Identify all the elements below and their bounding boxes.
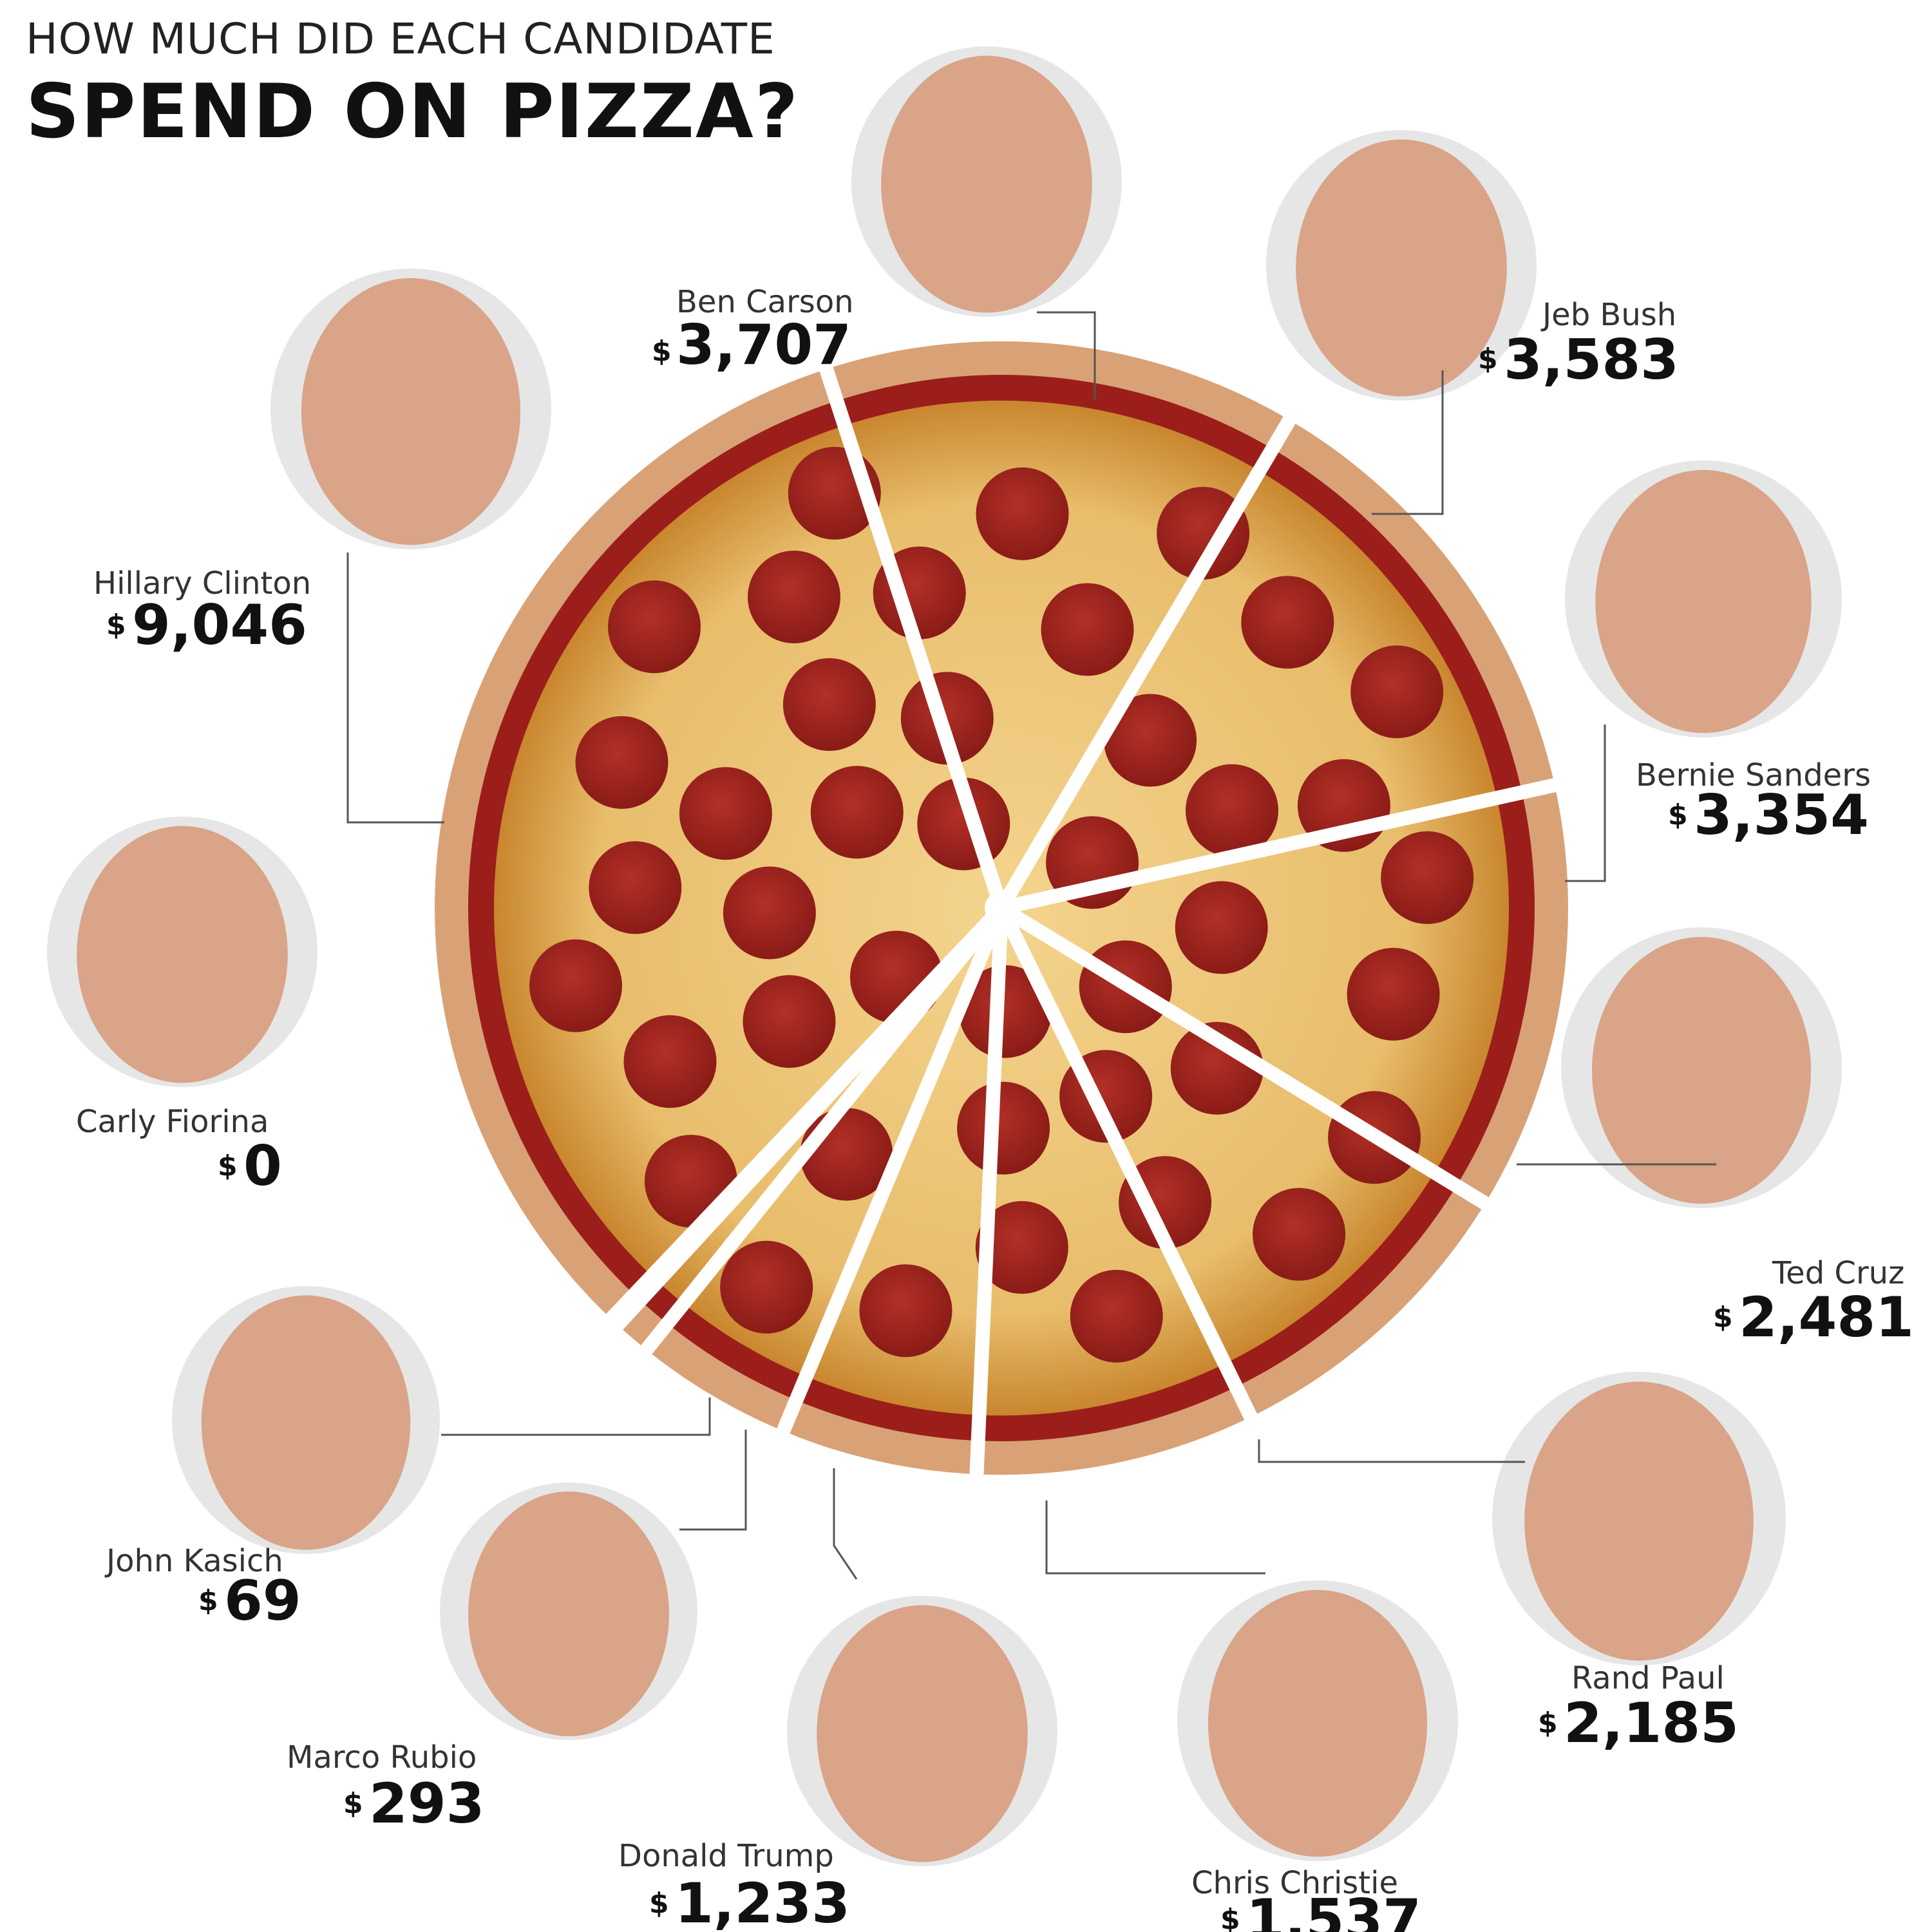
currency-symbol-ben-carson: $ (652, 335, 672, 368)
slice-cut-bernie-sanders (994, 777, 1566, 915)
candidate-name-marco-rubio: Marco Rubio (287, 1739, 477, 1776)
leader-line-rand-paul (1258, 1439, 1525, 1463)
title-block: HOW MUCH DID EACH CANDIDATE SPEND ON PIZ… (26, 18, 799, 149)
candidate-name-chris-christie: Chris Christie (1191, 1865, 1398, 1901)
candidate-name-ted-cruz: Ted Cruz (1772, 1255, 1904, 1291)
candidate-amount-rand-paul: 2,185 (1564, 1691, 1739, 1756)
candidate-name-carly-fiorina: Carly Fiorina (76, 1104, 269, 1140)
slice-cut-hillary-clinton (601, 901, 1009, 1329)
portrait-donald-trump (817, 1605, 1028, 1862)
pizza (435, 341, 1568, 1486)
candidate-amount-donald-trump: 1,233 (675, 1871, 850, 1932)
currency-symbol-carly-fiorina: $ (218, 1150, 238, 1182)
candidate-amount-chris-christie: 1,537 (1246, 1888, 1421, 1932)
candidate-amount-bernie-sanders: 3,354 (1694, 783, 1869, 848)
candidate-amount-jeb-bush: 3,583 (1504, 328, 1679, 392)
pepperoni (900, 672, 994, 765)
pizza-center-gap (985, 891, 1018, 925)
portrait-ted-cruz (1591, 936, 1812, 1204)
pepperoni (1104, 694, 1197, 787)
currency-symbol-rand-paul: $ (1538, 1707, 1558, 1739)
pepperoni (723, 866, 816, 960)
pepperoni (859, 1264, 952, 1358)
pepperoni (529, 939, 622, 1032)
pepperoni (608, 580, 701, 674)
portrait-hillary-clinton (301, 278, 521, 545)
candidate-amount-ben-carson: 3,707 (676, 313, 851, 377)
pepperoni (623, 1015, 717, 1108)
pepperoni (959, 965, 1052, 1058)
pepperoni (1381, 831, 1474, 924)
candidate-amount-john-kasich: 69 (224, 1569, 301, 1633)
candidate-amount-marco-rubio: 293 (369, 1772, 485, 1836)
currency-symbol-marco-rubio: $ (343, 1787, 363, 1820)
portrait-carly-fiorina (77, 826, 288, 1083)
portrait-john-kasich (201, 1295, 411, 1550)
pepperoni (1157, 487, 1250, 580)
leader-line-ben-carson (1037, 311, 1096, 399)
candidate-name-jeb-bush: Jeb Bush (1540, 297, 1676, 333)
leader-line-hillary-clinton (346, 553, 444, 824)
pepperoni (589, 841, 682, 934)
pepperoni (1241, 576, 1334, 669)
candidate-name-hillary-clinton: Hillary Clinton (93, 565, 311, 601)
pepperoni (810, 766, 904, 859)
portrait-rand-paul (1524, 1381, 1754, 1661)
slice-cut-donald-trump (775, 901, 1009, 1442)
currency-symbol-bernie-sanders: $ (1668, 799, 1688, 831)
pepperoni (1186, 764, 1278, 857)
pepperoni (748, 551, 840, 643)
pepperoni (975, 1201, 1068, 1294)
pepperoni (957, 1081, 1050, 1175)
title-line-1: HOW MUCH DID EACH CANDIDATE (26, 14, 775, 64)
portrait-jeb-bush (1296, 139, 1507, 397)
pepperoni (743, 975, 836, 1068)
pepperoni (1347, 947, 1440, 1041)
pepperoni (1070, 1269, 1163, 1363)
pepperoni (976, 467, 1069, 560)
pepperoni (1041, 583, 1134, 676)
candidate-amount-carly-fiorina: 0 (243, 1134, 282, 1198)
pepperoni (575, 716, 668, 809)
pepperoni (1253, 1188, 1346, 1281)
portrait-chris-christie (1208, 1589, 1428, 1857)
candidate-amount-hillary-clinton: 9,046 (132, 593, 307, 658)
candidate-name-donald-trump: Donald Trump (618, 1838, 834, 1874)
candidate-name-bernie-sanders: Bernie Sanders (1636, 757, 1871, 793)
leader-line-jeb-bush (1372, 370, 1444, 515)
candidate-name-john-kasich: John Kasich (104, 1543, 283, 1579)
pepperoni (1350, 645, 1444, 739)
currency-symbol-john-kasich: $ (198, 1584, 218, 1617)
slice-cut-ted-cruz (994, 901, 1496, 1213)
leader-line-marco-rubio (679, 1430, 747, 1531)
candidate-amount-ted-cruz: 2,481 (1739, 1285, 1914, 1350)
currency-symbol-ted-cruz: $ (1713, 1301, 1733, 1334)
currency-symbol-donald-trump: $ (649, 1887, 669, 1920)
pepperoni (1175, 881, 1268, 974)
title-line-2: SPEND ON PIZZA? (26, 68, 800, 155)
slice-cut-jeb-bush (994, 410, 1299, 915)
leader-line-bernie-sanders (1565, 724, 1606, 882)
portrait-bernie-sanders (1595, 469, 1812, 734)
currency-symbol-hillary-clinton: $ (106, 609, 126, 641)
pepperoni (679, 767, 772, 860)
pepperoni (782, 658, 876, 751)
leader-line-john-kasich (441, 1397, 711, 1436)
slice-cut-final (818, 358, 1009, 915)
candidate-name-ben-carson: Ben Carson (676, 284, 854, 320)
leader-line-chris-christie (1045, 1501, 1265, 1575)
portrait-marco-rubio (468, 1492, 669, 1736)
pepperoni (720, 1240, 813, 1334)
portrait-ben-carson (881, 55, 1092, 313)
candidate-name-rand-paul: Rand Paul (1571, 1660, 1725, 1696)
currency-symbol-jeb-bush: $ (1478, 343, 1498, 375)
slice-cut-rand-paul (994, 901, 1260, 1428)
currency-symbol-chris-christie: $ (1220, 1903, 1240, 1932)
leader-line-donald-trump (833, 1468, 858, 1580)
pepperoni (1170, 1021, 1264, 1115)
slice-cut-chris-christie (969, 901, 1009, 1486)
